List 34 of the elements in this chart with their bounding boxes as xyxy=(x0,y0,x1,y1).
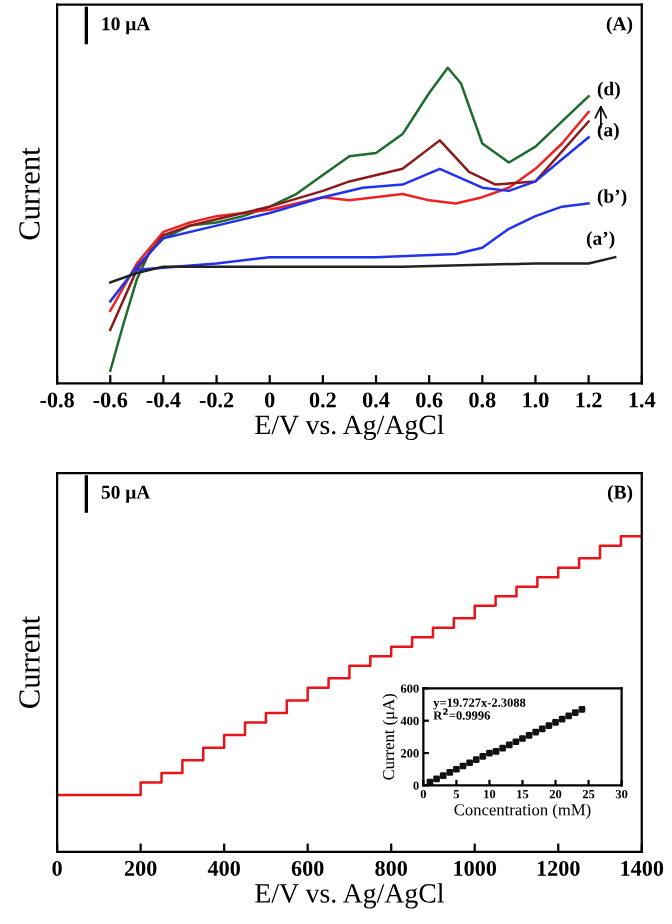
x-axis-title: Concentration (mM) xyxy=(454,803,591,819)
x-axis-title: E/V vs. Ag/AgCl xyxy=(255,414,444,440)
y-axis-title: Current xyxy=(19,147,40,240)
x-tick-label: 1.4 xyxy=(629,392,656,408)
x-tick-label: 800 xyxy=(375,860,408,876)
x-tick-label: -0.4 xyxy=(146,392,181,408)
y-axis-title: Current xyxy=(19,616,40,708)
x-tick-label: 0 xyxy=(52,860,62,876)
x-tick-label: 0 xyxy=(265,392,275,408)
text: (A) xyxy=(606,16,633,35)
x-tick-label: 600 xyxy=(291,860,324,876)
x-tick-label: 400 xyxy=(207,860,240,876)
x-tick-label: 0.6 xyxy=(416,392,443,408)
x-tick-label: 1200 xyxy=(537,860,580,876)
text: (B) xyxy=(607,485,633,503)
x-tick-label: 0.4 xyxy=(362,392,390,408)
x-tick-label: 1.2 xyxy=(576,392,602,408)
x-tick-label: 0.2 xyxy=(309,392,336,408)
x-tick-label: 1.0 xyxy=(523,392,549,408)
y-axis-title: Current (μA) xyxy=(382,694,398,780)
text: 50 μA xyxy=(101,485,151,503)
series-label: (b’) xyxy=(597,189,627,207)
x-tick-label: 200 xyxy=(124,860,157,876)
x-tick-label: 0.8 xyxy=(469,392,496,408)
series-label: (d) xyxy=(597,81,620,100)
x-tick-label: -0.2 xyxy=(199,392,234,408)
x-tick-label: -0.8 xyxy=(40,392,74,408)
x-tick-label: -0.6 xyxy=(93,392,128,408)
series-label: (a’) xyxy=(586,231,615,249)
series-label: (a) xyxy=(597,122,619,141)
text: 10 μA xyxy=(102,17,151,35)
x-tick-label: 1000 xyxy=(454,860,497,876)
x-tick-label: 1400 xyxy=(621,860,664,876)
x-axis-title: E/V vs. Ag/AgCl xyxy=(255,883,444,909)
